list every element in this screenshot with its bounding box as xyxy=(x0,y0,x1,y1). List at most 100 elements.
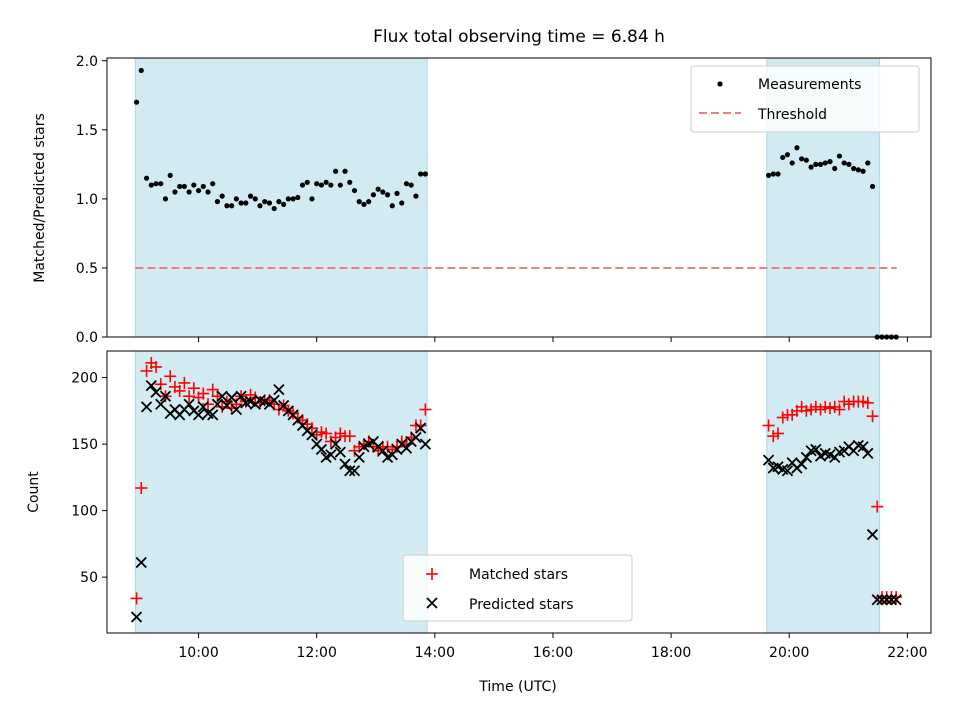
measurement-point xyxy=(855,167,861,173)
ratio-legend-box xyxy=(690,65,920,133)
ratio-y-tick-label: 0.0 xyxy=(76,330,98,346)
predicted-marker-b xyxy=(207,409,219,421)
ratio-legend: Measurements Threshold xyxy=(690,65,920,133)
predicted-marker-b xyxy=(216,390,228,402)
predicted-marker-b xyxy=(273,383,285,396)
predicted-marker-b xyxy=(400,442,413,454)
count-x-axis-label: Time (UTC) xyxy=(478,679,556,695)
measurement-point xyxy=(224,203,230,209)
count-x-tick-label: 14:00 xyxy=(415,645,455,661)
predicted-marker-b xyxy=(135,556,147,569)
measurement-point xyxy=(148,182,154,188)
ratio-plot-area: 0.0 0.5 1.0 1.5 2.0 xyxy=(76,54,932,346)
measurement-point xyxy=(281,201,287,208)
predicted-marker-b xyxy=(287,409,299,421)
matched-stars-point xyxy=(772,427,785,440)
predicted-marker-b xyxy=(810,443,822,456)
predicted-stars-point xyxy=(810,443,822,456)
predicted-stars-point xyxy=(871,594,883,606)
predicted-marker-b xyxy=(202,407,214,420)
legend-predicted-label: Predicted stars xyxy=(469,597,574,613)
predicted-stars-point xyxy=(415,422,427,434)
predicted-marker-b xyxy=(306,429,318,441)
predicted-marker-b xyxy=(762,454,775,466)
predicted-marker-b xyxy=(192,409,205,421)
predicted-stars-point xyxy=(273,383,285,396)
measurement-point xyxy=(389,203,395,209)
matched-stars-point xyxy=(197,387,210,400)
predicted-marker-b xyxy=(824,449,836,461)
measurement-point xyxy=(413,193,419,199)
predicted-marker-b xyxy=(311,438,323,450)
matched-stars-point xyxy=(178,376,191,389)
ratio-observing-window-1 xyxy=(134,57,428,338)
matched-stars-point xyxy=(305,422,318,435)
measurement-point xyxy=(808,164,814,170)
predicted-stars-point xyxy=(155,398,167,410)
count-plot-area: 50 100 150 200 10:00 12:00 14:00 16:00 18:00 20:0… xyxy=(71,350,932,661)
measurement-point xyxy=(153,181,159,187)
measurement-point xyxy=(257,203,263,209)
measurement-point xyxy=(351,187,358,194)
measurement-point xyxy=(238,200,244,206)
predicted-marker-b xyxy=(211,398,224,410)
predicted-marker-b xyxy=(277,399,290,412)
measurement-point xyxy=(865,160,871,166)
matched-stars-point xyxy=(890,591,903,604)
measurement-point xyxy=(347,179,353,185)
predicted-stars-point xyxy=(334,446,346,458)
matched-stars-point xyxy=(140,364,153,377)
predicted-marker-b xyxy=(819,447,831,460)
measurement-point xyxy=(366,199,372,205)
measurement-point xyxy=(158,181,164,187)
predicted-marker-b xyxy=(329,438,342,450)
measurement-point xyxy=(229,203,235,209)
measurement-point xyxy=(789,160,795,166)
measurement-point xyxy=(775,171,781,177)
predicted-stars-point xyxy=(348,465,361,477)
measurement-point xyxy=(375,186,381,192)
measurement-point xyxy=(172,189,178,195)
predicted-stars-point xyxy=(419,438,432,450)
predicted-marker-b xyxy=(353,451,365,464)
predicted-stars-point xyxy=(225,391,238,404)
legend-threshold-label: Threshold xyxy=(757,107,827,123)
predicted-marker-b xyxy=(348,465,361,477)
measurement-point xyxy=(186,189,192,195)
predicted-marker-b xyxy=(140,401,153,413)
count-y-tick-label: 50 xyxy=(80,570,98,586)
predicted-stars-point xyxy=(268,394,280,406)
measurement-point xyxy=(181,183,187,190)
predicted-marker-b xyxy=(871,594,883,606)
predicted-marker-b xyxy=(890,594,902,606)
ratio-panel: Flux total observing time = 6.84 h Match… xyxy=(32,27,665,283)
predicted-stars-point xyxy=(862,447,874,460)
measurement-point xyxy=(138,67,144,74)
count-axes-frame xyxy=(106,350,932,634)
measurement-point xyxy=(846,161,852,167)
measurement-point xyxy=(247,193,254,199)
predicted-marker-b xyxy=(145,379,157,392)
matched-stars-point xyxy=(130,592,143,605)
measurement-point xyxy=(177,183,183,190)
measurement-point xyxy=(794,145,800,151)
predicted-marker-b xyxy=(367,435,380,448)
count-legend-box xyxy=(402,554,633,622)
predicted-marker-b xyxy=(315,443,328,456)
predicted-stars-point xyxy=(876,594,888,606)
predicted-stars-point xyxy=(135,556,147,569)
predicted-stars-point xyxy=(192,409,205,421)
predicted-marker-b xyxy=(325,449,337,461)
measurement-point xyxy=(304,179,310,185)
predicted-marker-b xyxy=(296,419,309,432)
count-x-tick-label: 12:00 xyxy=(297,645,337,661)
matched-stars-point xyxy=(173,384,186,397)
count-x-tick-label: 10:00 xyxy=(178,645,218,661)
matched-stars-point xyxy=(187,382,200,395)
predicted-marker-b xyxy=(169,403,181,416)
predicted-stars-point xyxy=(183,398,195,410)
measurement-point xyxy=(200,183,206,190)
measurement-point xyxy=(195,187,202,194)
measurement-point xyxy=(380,189,386,195)
measurement-point xyxy=(191,182,197,188)
